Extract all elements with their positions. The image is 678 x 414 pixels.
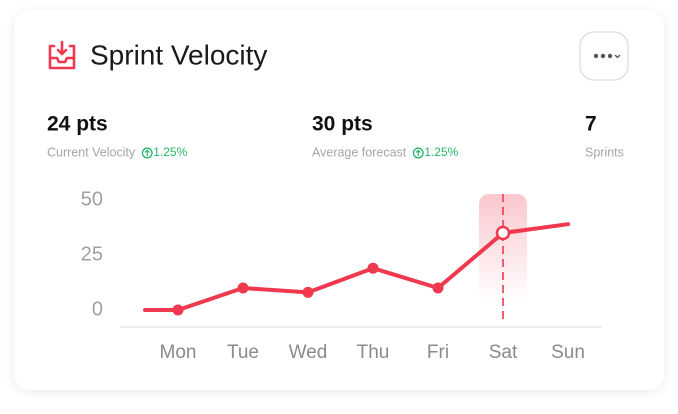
stat-value: 24 pts — [47, 113, 108, 136]
change-icon — [412, 147, 424, 159]
x-tick-label: Sat — [489, 342, 518, 363]
x-tick-label: Sun — [551, 342, 585, 363]
data-point — [367, 262, 379, 274]
line-series — [143, 222, 570, 312]
y-tick-label: 25 — [81, 243, 103, 265]
stat-change: 1.25% — [424, 145, 458, 159]
x-tick-label: Fri — [427, 342, 449, 363]
data-point-active — [495, 225, 511, 241]
change-icon — [141, 147, 153, 159]
change-icon-ring — [141, 147, 153, 159]
stat-value: 7 — [585, 113, 597, 136]
menu-button[interactable] — [579, 31, 629, 81]
stat-label: Average forecast — [312, 145, 407, 159]
change-icon-arrow — [415, 149, 421, 156]
y-tick-label: 50 — [81, 188, 103, 210]
card-title: Sprint Velocity — [90, 39, 267, 70]
title-icon — [48, 40, 76, 70]
y-tick-label: 0 — [92, 298, 103, 320]
chart: 0 25 50 Mon Tue Wed Thu Fri Sat Sun — [81, 188, 602, 363]
x-tick-label: Thu — [357, 342, 390, 363]
x-tick-label: Mon — [160, 342, 197, 363]
data-point — [237, 282, 249, 294]
change-icon-arrow — [144, 149, 150, 156]
stat-value: 30 pts — [312, 113, 373, 136]
stat-label: Current Velocity — [47, 145, 136, 159]
data-point — [172, 304, 184, 316]
stat-label: Sprints — [585, 145, 624, 159]
data-point — [302, 286, 314, 298]
stats: 24 pts Current Velocity 1.25% 30 pts Average… — [47, 113, 624, 160]
x-tick-label: Tue — [227, 342, 259, 363]
x-tick-label: Wed — [289, 342, 328, 363]
stat-change: 1.25% — [153, 145, 187, 159]
change-icon-ring — [412, 147, 424, 159]
data-point — [432, 282, 444, 294]
